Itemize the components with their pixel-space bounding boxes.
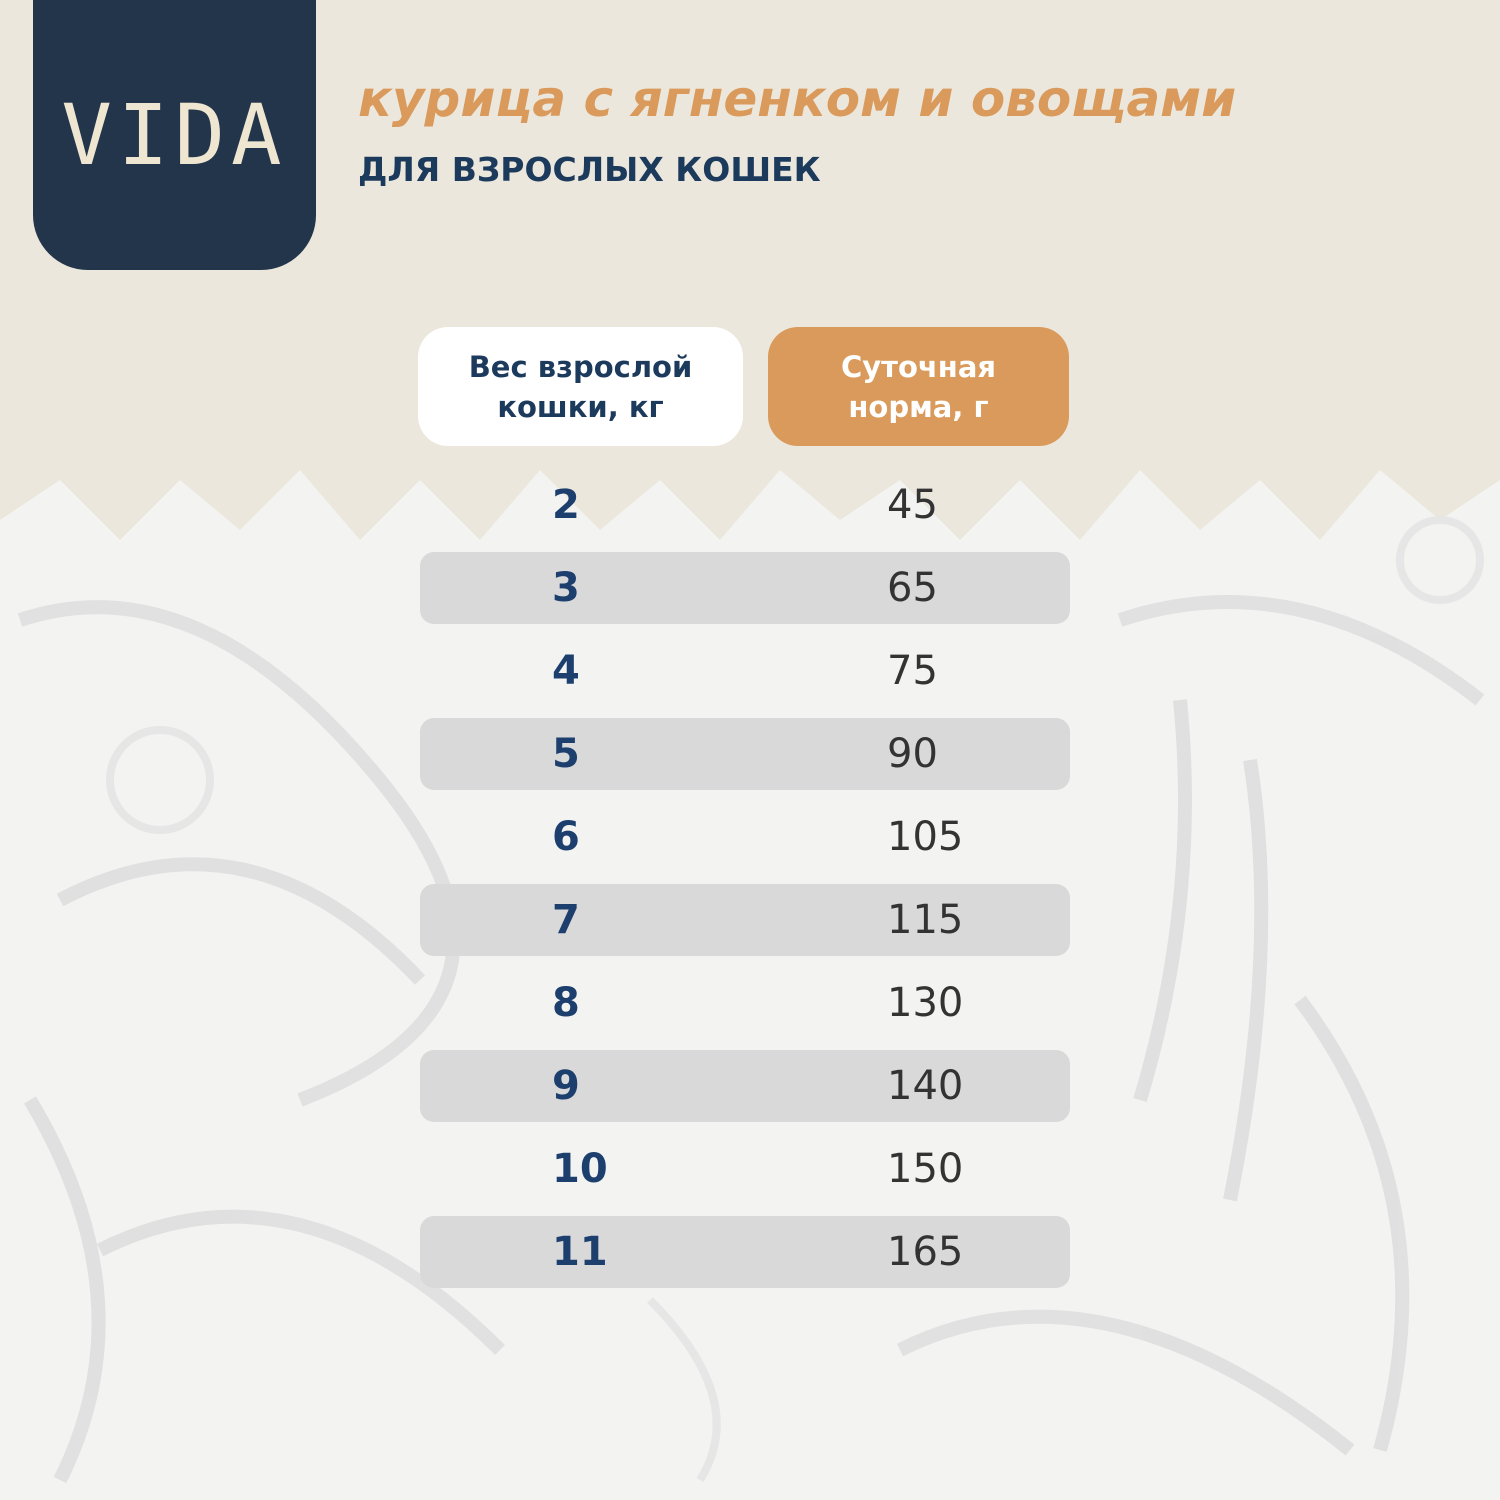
column-header-text: Суточная норма, г bbox=[840, 349, 997, 424]
norm-cell: 105 bbox=[887, 814, 964, 860]
row-band bbox=[420, 884, 1070, 956]
norm-cell: 150 bbox=[887, 1146, 964, 1192]
row-band bbox=[420, 552, 1070, 624]
column-header-text: Вес взрослой кошки, кг bbox=[468, 349, 693, 424]
norm-cell: 65 bbox=[887, 565, 938, 611]
weight-cell: 11 bbox=[552, 1229, 608, 1275]
norm-cell: 75 bbox=[887, 648, 938, 694]
norm-cell: 90 bbox=[887, 731, 938, 777]
weight-cell: 4 bbox=[552, 648, 580, 694]
norm-cell: 165 bbox=[887, 1229, 964, 1275]
column-header: Вес взрослой кошки, кг bbox=[418, 327, 743, 446]
weight-cell: 2 bbox=[552, 482, 580, 528]
weight-cell: 9 bbox=[552, 1063, 580, 1109]
column-header: Суточная норма, г bbox=[768, 327, 1069, 446]
weight-cell: 8 bbox=[552, 980, 580, 1026]
weight-cell: 5 bbox=[552, 731, 580, 777]
row-band bbox=[420, 1050, 1070, 1122]
weight-cell: 6 bbox=[552, 814, 580, 860]
norm-cell: 45 bbox=[887, 482, 938, 528]
weight-cell: 10 bbox=[552, 1146, 608, 1192]
title: курица с ягненком и овощами bbox=[358, 70, 1237, 128]
norm-cell: 115 bbox=[887, 897, 964, 943]
norm-cell: 130 bbox=[887, 980, 964, 1026]
weight-cell: 7 bbox=[552, 897, 580, 943]
weight-cell: 3 bbox=[552, 565, 580, 611]
logo: VIDA bbox=[33, 0, 316, 270]
norm-cell: 140 bbox=[887, 1063, 964, 1109]
subtitle: ДЛЯ ВЗРОСЛЫХ КОШЕК bbox=[358, 150, 821, 189]
row-band bbox=[420, 1216, 1070, 1288]
row-band bbox=[420, 718, 1070, 790]
